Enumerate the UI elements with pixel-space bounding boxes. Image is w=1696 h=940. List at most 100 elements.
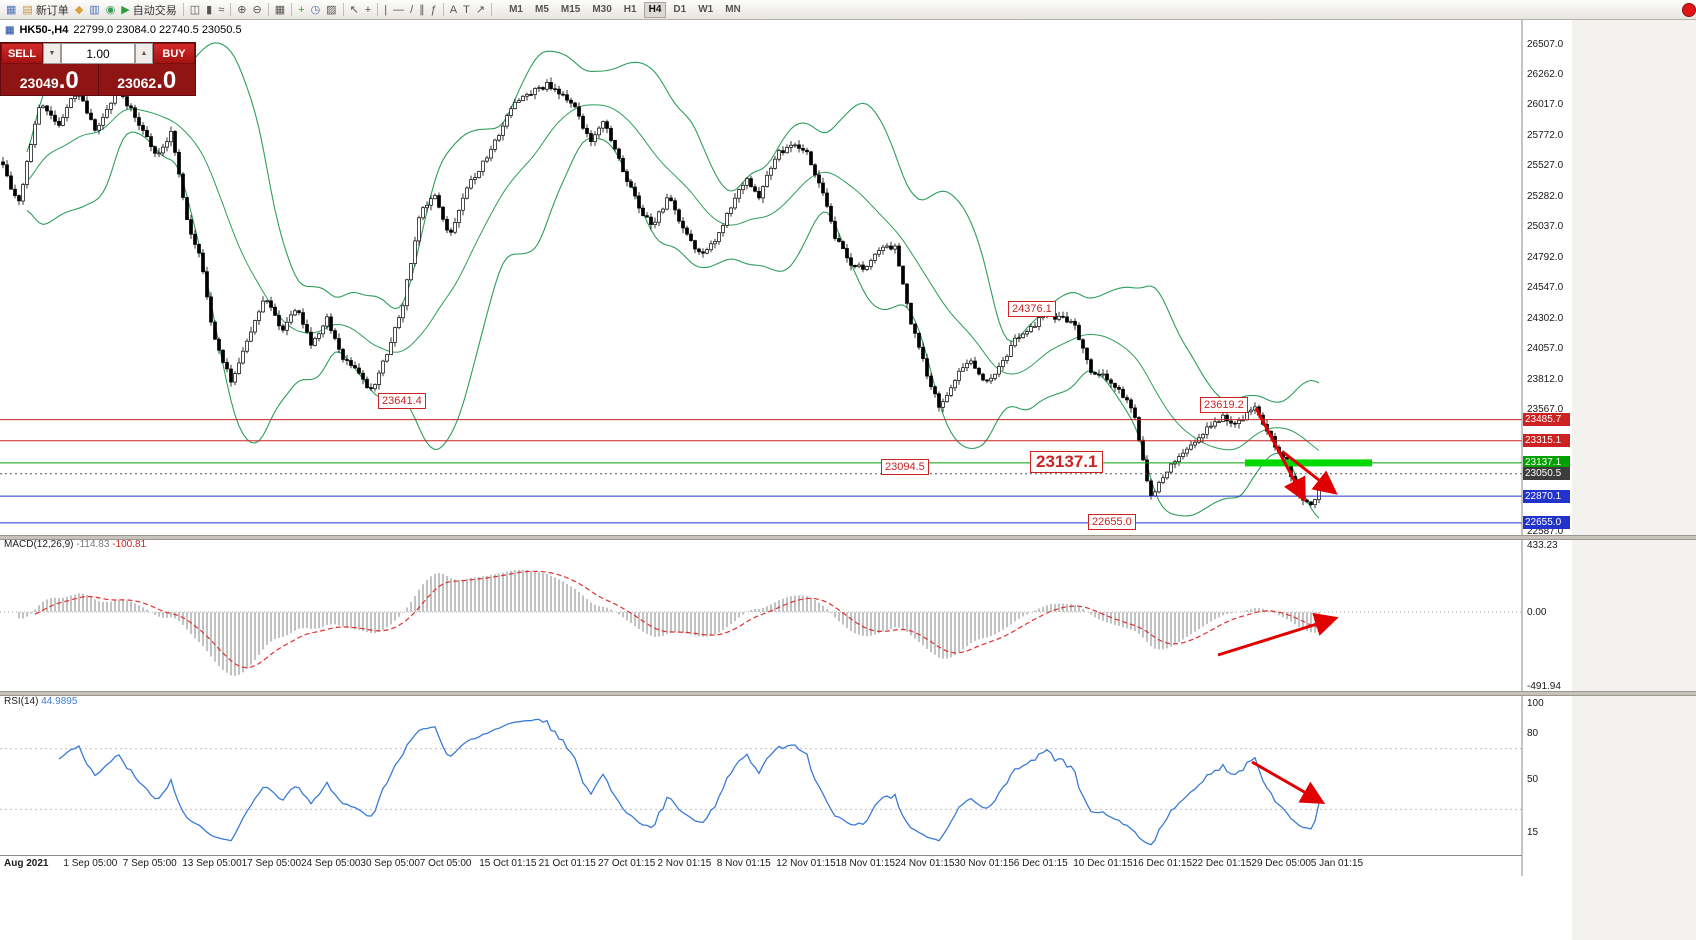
timeframe-mn[interactable]: MN <box>725 3 741 15</box>
text-icon: A <box>449 3 458 16</box>
crosshair-icon[interactable]: + <box>362 2 374 18</box>
candles-layer <box>1 77 1321 509</box>
sell-price-main: 23049 <box>19 75 59 91</box>
new-order-label: 新订单 <box>35 4 69 17</box>
bollinger-upper-band <box>26 42 1320 403</box>
red-arrow <box>1217 612 1339 657</box>
new-order-icon: ▤ <box>22 3 33 16</box>
sell-price[interactable]: 23049 .0 <box>1 64 98 95</box>
price-annotation[interactable]: 23137.1 <box>1030 451 1104 473</box>
timeframe-w1[interactable]: W1 <box>698 3 714 15</box>
trade-panel-prices: 23049 .0 23062 .0 <box>1 64 195 95</box>
rsi-line <box>58 718 1320 846</box>
periods-icon: ◷ <box>310 3 321 16</box>
price-annotation[interactable]: 24376.1 <box>1008 301 1056 317</box>
price-annotation[interactable]: 23641.4 <box>378 393 426 409</box>
channel-icon: ∥ <box>419 3 425 16</box>
buy-price-main: 23062 <box>117 75 157 91</box>
price-panel-layer <box>0 42 1522 524</box>
chart-ohlc: 22799.0 23084.0 22740.5 23050.5 <box>73 24 242 36</box>
favorites-icon[interactable]: ◆ <box>72 2 86 18</box>
top-toolbar: ▦ ▤ 新订单 ◆ ▥ ◉ ▶ 自动交易 ◫ ▮ ≈ ⊕ ⊖ ▦ + ◷ ▨ ↖ + | — / ∥ ƒ A T ↗ M1 M5 M15… <box>0 0 1696 20</box>
price-annotation[interactable]: 22655.0 <box>1088 514 1136 530</box>
market-watch-icon: ▥ <box>89 3 100 16</box>
cursor-icon[interactable]: ↖ <box>347 2 362 18</box>
chart-title: ▦ HK50-,H4 22799.0 23084.0 22740.5 23050… <box>5 24 242 36</box>
autotrade-label: 自动交易 <box>132 4 177 17</box>
trendline-icon[interactable]: / <box>407 2 416 18</box>
zoom-in-icon[interactable]: ⊕ <box>234 2 249 18</box>
text-label-icon[interactable]: T <box>460 2 473 18</box>
fibonacci-icon: ƒ <box>430 3 437 16</box>
zoom-in-icon: ⊕ <box>237 3 247 16</box>
volume-decrease-button[interactable]: ▼ <box>43 43 61 64</box>
candlestick-chart-icon: ▮ <box>206 3 213 16</box>
red-arrow <box>1251 760 1326 804</box>
timeframe-m15[interactable]: M15 <box>560 3 581 15</box>
volume-increase-button[interactable]: ▲ <box>135 43 153 64</box>
timeframe-h1[interactable]: H1 <box>623 3 637 15</box>
horizontal-line-icon[interactable]: — <box>390 2 407 18</box>
new-chart-icon: ▦ <box>6 3 17 16</box>
text-label-icon: T <box>463 3 470 16</box>
arrows-tool-icon[interactable]: ↗ <box>473 2 488 18</box>
new-chart-icon[interactable]: ▦ <box>3 2 19 18</box>
tile-windows-icon[interactable]: ▦ <box>272 2 288 18</box>
one-click-trading-panel: SELL ▼ ▲ BUY 23049 .0 23062 .0 <box>0 42 196 96</box>
vertical-line-icon: | <box>384 3 388 16</box>
bollinger-middle-band <box>26 104 1320 451</box>
toolbar-separator <box>267 3 269 16</box>
buy-price[interactable]: 23062 .0 <box>99 64 196 95</box>
new-order-button[interactable]: ▤ 新订单 <box>19 2 71 18</box>
bollinger-lower-band <box>26 131 1320 519</box>
line-chart-icon[interactable]: ≈ <box>215 2 227 18</box>
zoom-out-icon: ⊖ <box>252 3 262 16</box>
toolbar-separator <box>182 3 184 16</box>
rsi-panel-layer <box>0 718 1522 846</box>
toolbar-separator <box>230 3 232 16</box>
fibonacci-icon[interactable]: ƒ <box>428 2 440 18</box>
candlestick-chart-icon[interactable]: ▮ <box>203 2 215 18</box>
price-annotation[interactable]: 23619.2 <box>1200 397 1248 413</box>
templates-icon[interactable]: ▨ <box>323 2 339 18</box>
buy-button[interactable]: BUY <box>153 43 195 64</box>
refresh-icon: ◉ <box>105 3 116 16</box>
toolbar-separator <box>377 3 379 16</box>
zoom-out-icon[interactable]: ⊖ <box>250 2 265 18</box>
channel-icon[interactable]: ∥ <box>416 2 428 18</box>
timeframe-d1[interactable]: D1 <box>673 3 687 15</box>
indicators-icon: + <box>298 3 305 16</box>
timeframe-m30[interactable]: M30 <box>592 3 612 15</box>
refresh-icon[interactable]: ◉ <box>103 2 119 18</box>
periods-icon[interactable]: ◷ <box>308 2 324 18</box>
price-annotation[interactable]: 23094.5 <box>881 459 929 475</box>
macd-panel-separator[interactable] <box>0 535 1696 540</box>
text-icon[interactable]: A <box>447 2 460 18</box>
trendline-icon: / <box>410 3 414 16</box>
autotrade-button[interactable]: ▶ 自动交易 <box>118 2 179 18</box>
templates-icon: ▨ <box>326 3 337 16</box>
chart-icon: ▦ <box>5 24 15 36</box>
favorites-icon: ◆ <box>74 3 84 16</box>
timeframe-m1[interactable]: M1 <box>509 3 523 15</box>
toolbar-items: ▦ ▤ 新订单 ◆ ▥ ◉ ▶ 自动交易 ◫ ▮ ≈ ⊕ ⊖ ▦ + ◷ ▨ ↖ + | — / ∥ ƒ A T ↗ <box>3 2 495 18</box>
annotation-arrows <box>1217 407 1339 804</box>
indicators-icon[interactable]: + <box>295 2 307 18</box>
sell-button[interactable]: SELL <box>1 43 43 64</box>
market-watch-icon[interactable]: ▥ <box>86 2 102 18</box>
chart-symbol: HK50-,H4 <box>19 24 69 36</box>
timeframe-h4[interactable]: H4 <box>643 1 667 18</box>
toolbar-separator <box>491 3 493 16</box>
vertical-line-icon[interactable]: | <box>381 2 390 18</box>
macd-panel-layer <box>0 569 1522 676</box>
horizontal-line-icon: — <box>393 3 405 16</box>
tile-windows-icon: ▦ <box>274 3 286 16</box>
crosshair-icon: + <box>364 3 372 16</box>
bar-chart-icon[interactable]: ◫ <box>187 2 203 18</box>
volume-input[interactable] <box>61 43 135 64</box>
timeframe-m5[interactable]: M5 <box>534 3 549 15</box>
rsi-panel-separator[interactable] <box>0 691 1696 696</box>
trade-panel-divider <box>97 64 99 95</box>
notification-icon[interactable] <box>1682 3 1696 17</box>
